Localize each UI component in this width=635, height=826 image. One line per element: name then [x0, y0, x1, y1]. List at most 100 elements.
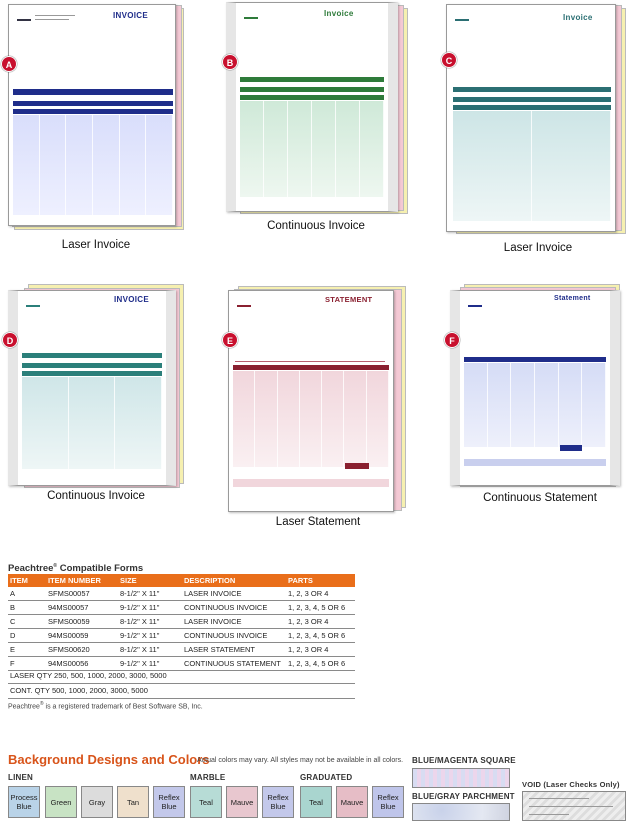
company-logo-icon	[237, 297, 251, 307]
group-label-marble: MARBLE	[190, 773, 226, 782]
caption-continuous-invoice-d: Continuous Invoice	[47, 490, 145, 502]
laser-quantity-row: LASER QTY 250, 500, 1000, 2000, 3000, 50…	[10, 671, 167, 680]
column-header-item: ITEM	[8, 574, 46, 587]
color-disclaimer: Actual colors may vary. All styles may n…	[197, 757, 404, 764]
table-title-brand: Peachtree	[8, 563, 54, 575]
header-band	[233, 365, 389, 370]
cell-size: 8-1/2" X 11"	[118, 587, 182, 601]
divider	[235, 361, 385, 362]
invoice-page: INVOICE	[8, 290, 176, 486]
swatch-marble-teal[interactable]: Teal	[190, 786, 222, 818]
cell-item-number: 94MS00057	[46, 600, 118, 615]
swatch-graduated-mauve[interactable]: Mauve	[336, 786, 368, 818]
check-line	[529, 798, 589, 799]
form-title: Statement	[554, 295, 591, 302]
item-badge-a: A	[1, 56, 17, 72]
total-box	[345, 463, 369, 469]
line-item-area	[464, 363, 607, 447]
caption-continuous-invoice-b: Continuous Invoice	[267, 220, 365, 232]
invoice-page: Invoice	[446, 4, 616, 232]
line-item-area	[13, 115, 174, 215]
continuous-quantity-row: CONT. QTY 500, 1000, 2000, 3000, 5000	[10, 686, 148, 695]
header-band	[240, 87, 384, 92]
line-item-area	[22, 377, 163, 469]
header-band	[240, 95, 384, 100]
company-logo-icon	[468, 297, 482, 307]
table-divider	[8, 683, 355, 684]
item-badge-b: B	[222, 54, 238, 70]
form-title: INVOICE	[114, 295, 149, 304]
caption-continuous-statement-f: Continuous Statement	[483, 492, 597, 504]
table-title-suffix: Compatible Forms	[57, 563, 144, 575]
swatch-graduated-teal[interactable]: Teal	[300, 786, 332, 818]
swatch-marble-reflex-blue[interactable]: Reflex Blue	[262, 786, 294, 818]
cell-item: C	[8, 614, 46, 629]
swatch-linen-tan[interactable]: Tan	[117, 786, 149, 818]
cell-parts: 1, 2, 3 OR 4	[286, 642, 355, 657]
cell-parts: 1, 2, 3, 4, 5 OR 6	[286, 600, 355, 615]
invoice-page: Invoice	[226, 2, 398, 212]
statement-page: STATEMENT	[228, 290, 394, 512]
cell-item: F	[8, 656, 46, 671]
trademark-notice: Peachtree® is a registered trademark of …	[8, 701, 203, 710]
trademark-registered-mark: ®	[39, 701, 44, 707]
header-band	[453, 105, 611, 110]
cell-item: D	[8, 628, 46, 643]
header-band	[453, 87, 611, 92]
line-item-area	[240, 101, 384, 197]
table-row: C SFMS00059 8-1/2" X 11" LASER INVOICE 1…	[8, 614, 355, 629]
swatch-linen-green[interactable]: Green	[45, 786, 77, 818]
cell-description: LASER INVOICE	[182, 614, 286, 629]
table-row: F 94MS00056 9-1/2" X 11" CONTINUOUS STAT…	[8, 656, 355, 671]
item-badge-c: C	[441, 52, 457, 68]
invoice-page: INVOICE	[8, 4, 176, 226]
header-band	[22, 363, 162, 368]
cell-item-number: SFMS00057	[46, 587, 118, 601]
company-logo-icon	[17, 11, 31, 21]
group-label-void: VOID (Laser Checks Only)	[522, 780, 620, 789]
check-line	[529, 806, 613, 807]
swatch-blue-magenta-square[interactable]	[412, 768, 510, 788]
cell-description: CONTINUOUS INVOICE	[182, 600, 286, 615]
table-title-registered-mark: ®	[53, 563, 58, 569]
header-band	[22, 371, 162, 376]
total-box	[560, 445, 582, 451]
cell-item: A	[8, 587, 46, 601]
swatch-linen-process-blue[interactable]: Process Blue	[8, 786, 40, 818]
trademark-text: is a registered trademark of Best Softwa…	[43, 703, 203, 711]
cell-description: LASER STATEMENT	[182, 642, 286, 657]
address-line	[35, 15, 75, 16]
background-designs-title: Background Designs and Colors	[8, 752, 210, 767]
item-badge-f: F	[444, 332, 460, 348]
cell-item-number: 94MS00056	[46, 656, 118, 671]
swatch-marble-mauve[interactable]: Mauve	[226, 786, 258, 818]
company-logo-icon	[455, 11, 469, 21]
table-row: D 94MS00059 9-1/2" X 11" CONTINUOUS INVO…	[8, 628, 355, 643]
column-header-item-number: ITEM NUMBER	[46, 574, 118, 587]
line-item-area	[233, 371, 389, 467]
cell-size: 9-1/2" X 11"	[118, 656, 182, 671]
form-title: Invoice	[563, 13, 593, 22]
cell-item-number: 94MS00059	[46, 628, 118, 643]
table-row: A SFMS00057 8-1/2" X 11" LASER INVOICE 1…	[8, 587, 355, 601]
column-header-size: SIZE	[118, 574, 182, 587]
group-label-linen: LINEN	[8, 773, 33, 782]
swatch-linen-gray[interactable]: Gray	[81, 786, 113, 818]
swatch-linen-reflex-blue[interactable]: Reflex Blue	[153, 786, 185, 818]
cell-description: CONTINUOUS INVOICE	[182, 628, 286, 643]
swatch-graduated-reflex-blue[interactable]: Reflex Blue	[372, 786, 404, 818]
trademark-brand: Peachtree	[8, 703, 40, 711]
compatible-forms-table: ITEM ITEM NUMBER SIZE DESCRIPTION PARTS …	[8, 574, 355, 671]
company-logo-icon	[26, 297, 40, 307]
header-band	[13, 109, 173, 114]
cell-item-number: SFMS00059	[46, 614, 118, 629]
cell-parts: 1, 2, 3 OR 4	[286, 587, 355, 601]
company-logo-icon	[244, 9, 258, 19]
swatch-blue-gray-parchment[interactable]	[412, 803, 510, 821]
swatch-void-check[interactable]	[522, 791, 626, 821]
item-badge-d: D	[2, 332, 18, 348]
caption-laser-statement-e: Laser Statement	[275, 516, 361, 528]
table-divider	[8, 698, 355, 699]
header-band	[240, 77, 384, 82]
header-band	[453, 97, 611, 102]
